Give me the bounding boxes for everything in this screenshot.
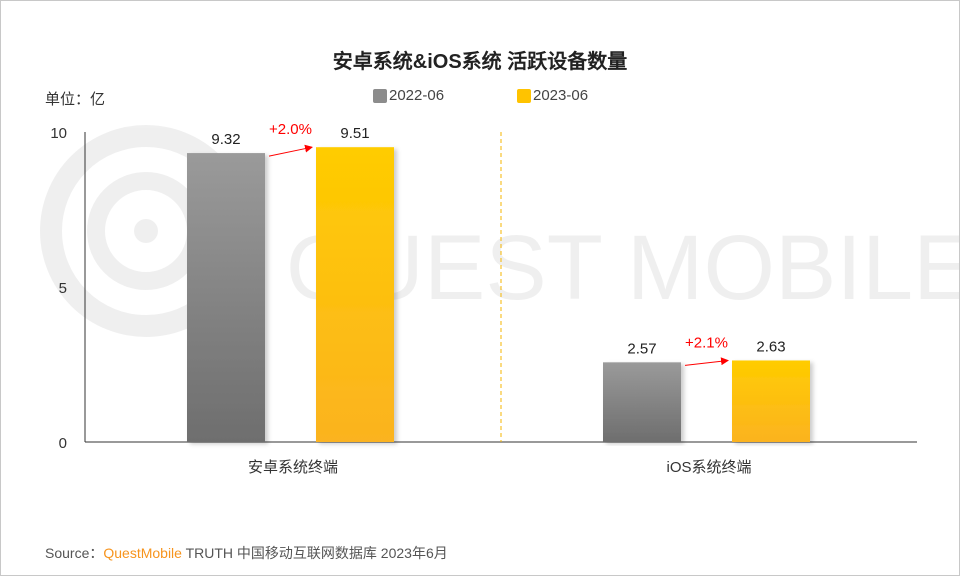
unit-label: 单位：亿 <box>45 91 106 108</box>
bar-2023-06 <box>316 147 394 442</box>
legend-swatch <box>517 88 531 103</box>
legend-label: 2022-06 <box>389 87 445 104</box>
x-tick-label: iOS系统终端 <box>666 459 751 476</box>
growth-label: +2.1% <box>685 334 728 351</box>
growth-arrow <box>684 357 729 366</box>
data-label: 9.32 <box>211 131 240 148</box>
bar-2022-06 <box>603 362 681 442</box>
x-tick-label: 安卓系统终端 <box>248 459 338 476</box>
source-prefix: Source： <box>45 545 104 561</box>
source-note: Source：QuestMobile TRUTH 中国移动互联网数据库 2023… <box>45 543 448 563</box>
source-text: TRUTH 中国移动互联网数据库 2023年6月 <box>185 545 448 561</box>
legend-swatch <box>373 88 387 103</box>
svg-text:QUEST MOBILE: QUEST MOBILE <box>286 217 959 319</box>
y-tick-label: 0 <box>59 435 67 452</box>
legend-item-2022: 2022-06 <box>373 87 444 104</box>
chart-title: 安卓系统&iOS系统 活跃设备数量 <box>332 51 628 73</box>
bar-2023-06 <box>732 360 810 442</box>
y-tick-label: 10 <box>50 125 67 142</box>
source-brand: QuestMobile <box>103 545 182 561</box>
data-label: 2.63 <box>756 338 785 355</box>
data-label: 9.51 <box>340 125 369 142</box>
legend-label: 2023-06 <box>533 87 589 104</box>
bar-2022-06 <box>187 153 265 442</box>
growth-label: +2.0% <box>269 121 312 138</box>
watermark: QUEST MOBILE <box>40 125 959 337</box>
y-tick-label: 5 <box>59 280 67 297</box>
data-label: 2.57 <box>627 340 656 357</box>
growth-arrow <box>268 144 313 157</box>
legend-item-2023: 2023-06 <box>517 87 588 104</box>
